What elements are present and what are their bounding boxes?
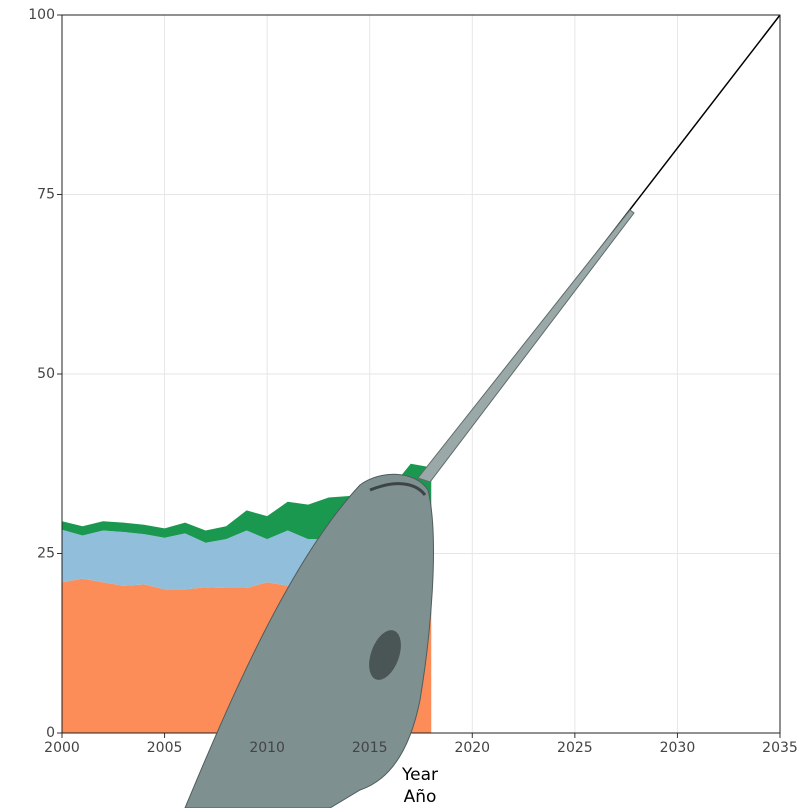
- x-tick-label: 2020: [454, 740, 490, 756]
- body: [184, 473, 434, 809]
- head: [369, 482, 427, 497]
- label-layer: Year Año 2000 2005 2010 2015 2020 2025 2030 203…: [44, 740, 798, 807]
- x-tick-label: 2030: [660, 740, 696, 756]
- narwhal-image: [184, 209, 635, 809]
- plot-frame: [61, 14, 781, 734]
- y-tick-label: 50: [37, 366, 55, 382]
- x-tick-label: 2035: [762, 740, 798, 756]
- x-tick-label: 2025: [557, 740, 593, 756]
- x-tick-label: 2000: [44, 740, 80, 756]
- tusk: [417, 209, 635, 483]
- y-tick-label: 0: [46, 725, 55, 741]
- x-axis-label: Year: [401, 765, 438, 785]
- x-axis-label-2: Año: [404, 787, 437, 807]
- y-tick-label: 75: [37, 187, 55, 203]
- x-tick-label: 2005: [147, 740, 183, 756]
- x-tick-label: 2010: [249, 740, 285, 756]
- x-tick-label: 2015: [352, 740, 388, 756]
- y-tick-label: 25: [37, 546, 55, 562]
- y-tick-label: 100: [28, 7, 55, 23]
- flipper: [369, 630, 401, 680]
